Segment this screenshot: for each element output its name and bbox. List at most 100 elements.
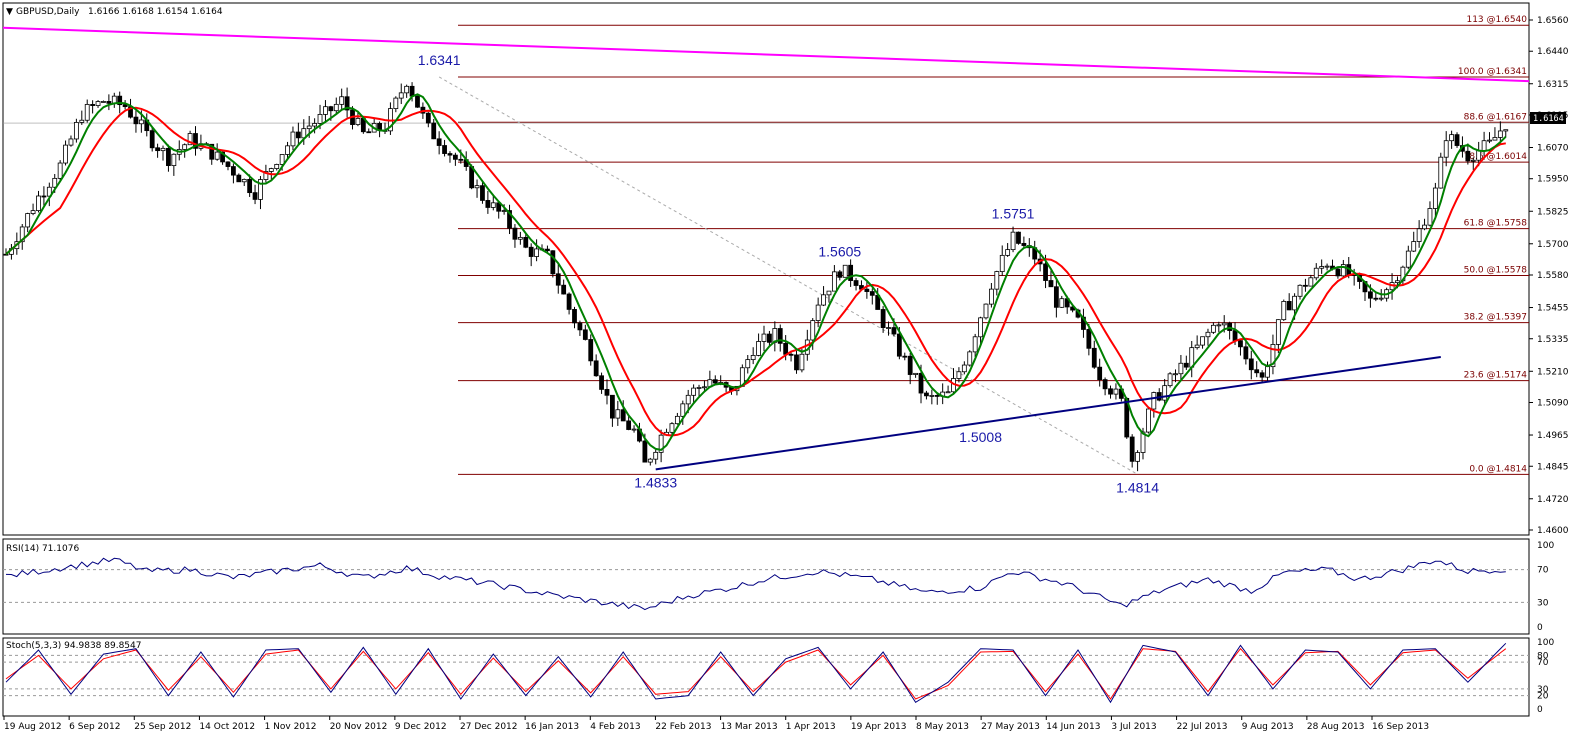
- time-axis-label: 28 Aug 2013: [1307, 722, 1365, 732]
- candle-body: [90, 104, 96, 106]
- candle-body: [84, 104, 90, 121]
- candle-body: [52, 177, 58, 188]
- time-axis-label: 13 Mar 2013: [721, 722, 778, 732]
- candle-body: [929, 395, 935, 397]
- candle-body: [490, 202, 496, 208]
- candle-body: [274, 164, 280, 169]
- candle-body: [512, 227, 518, 240]
- candle-body: [68, 138, 74, 146]
- candle-body: [1091, 347, 1097, 368]
- candle-body: [1368, 291, 1373, 299]
- candle-body: [73, 122, 79, 140]
- time-axis-label: 1 Apr 2013: [786, 722, 836, 732]
- candle-body: [404, 85, 410, 94]
- candle-body: [263, 171, 269, 180]
- candle-body: [328, 106, 334, 112]
- candle-body: [230, 166, 236, 176]
- candle-body: [572, 309, 577, 324]
- candle-body: [398, 92, 404, 99]
- candle-body: [610, 394, 615, 419]
- ohlc-readout: 1.6166 1.6168 1.6154 1.6164: [88, 7, 223, 17]
- candle-body: [821, 294, 826, 306]
- candle-body: [166, 147, 171, 167]
- candle-body: [1210, 324, 1216, 333]
- candle-body: [577, 322, 583, 331]
- stoch-axis-label: 0: [1537, 705, 1543, 715]
- rsi-panel[interactable]: [2, 538, 1530, 635]
- candle-body: [561, 284, 567, 295]
- candle-body: [431, 122, 437, 140]
- fibonacci-level-label: 78.6 @1.6014: [1464, 152, 1528, 162]
- candle-body: [1183, 362, 1189, 368]
- candle-body: [344, 96, 350, 111]
- time-axis-label: 16 Jan 2013: [525, 722, 579, 732]
- candle-body: [122, 104, 128, 108]
- fibonacci-anchor-line: [438, 76, 1138, 475]
- stoch-panel[interactable]: [2, 637, 1530, 717]
- candle-body: [528, 246, 534, 257]
- candle-body: [1487, 139, 1492, 142]
- axis-layer: 1.65601.64401.63151.61951.60701.59501.58…: [3, 16, 1569, 732]
- candle-body: [306, 125, 312, 130]
- candle-body: [696, 387, 702, 389]
- price-axis-label: 1.5335: [1537, 335, 1569, 345]
- rsi-layer: RSI(14) 71.1076: [3, 544, 1529, 611]
- fibonacci-level-label: 50.0 @1.5578: [1464, 266, 1528, 276]
- rsi-axis-label: 30: [1537, 598, 1549, 608]
- candle-body: [880, 309, 886, 329]
- candle-body: [896, 333, 902, 357]
- price-axis-label: 1.4845: [1537, 462, 1569, 472]
- candle-body: [588, 339, 594, 362]
- candle-body: [485, 200, 491, 208]
- candle-body: [268, 168, 274, 172]
- candle-body: [1422, 224, 1427, 230]
- candle-body: [1194, 344, 1200, 349]
- candle-body: [182, 144, 188, 150]
- candle-body: [983, 303, 989, 319]
- rsi-axis-label: 0: [1537, 623, 1543, 633]
- price-axis-label: 1.6070: [1537, 144, 1569, 154]
- candle-body: [236, 174, 242, 183]
- candle-body: [36, 195, 41, 212]
- candle-body: [409, 85, 415, 97]
- candle-body: [886, 327, 891, 329]
- candle-body: [501, 210, 507, 212]
- candle-body: [918, 372, 924, 394]
- time-axis-label: 6 Sep 2012: [69, 722, 120, 732]
- fibonacci-level-label: 0.0 @1.4814: [1469, 464, 1527, 474]
- candle-body: [1449, 134, 1455, 142]
- candle-body: [312, 123, 318, 127]
- price-panel[interactable]: [2, 2, 1530, 536]
- candle-body: [1216, 324, 1222, 327]
- candle-body: [333, 103, 339, 112]
- candle-body: [1438, 156, 1444, 189]
- candle-body: [691, 387, 697, 396]
- candle-body: [842, 264, 848, 278]
- candle-body: [815, 304, 821, 321]
- candle-body: [279, 154, 285, 165]
- candle-body: [523, 236, 529, 248]
- candle-body: [19, 226, 25, 243]
- candle-body: [193, 133, 198, 149]
- candle-body: [1016, 231, 1021, 244]
- candle-body: [252, 192, 258, 200]
- stoch-main-line: [5, 642, 1507, 704]
- rsi-axis-label: 70: [1537, 566, 1549, 576]
- candle-body: [258, 179, 263, 200]
- chart-menu-arrow-icon[interactable]: ▼: [6, 7, 13, 17]
- candle-body: [1248, 358, 1254, 371]
- candle-body: [1232, 330, 1238, 342]
- candle-body: [214, 151, 220, 160]
- candle-body: [425, 112, 431, 124]
- candle-body: [41, 195, 47, 198]
- candle-body: [366, 131, 372, 134]
- moving-average-red: [5, 106, 1506, 437]
- candle-body: [555, 273, 561, 286]
- swing-price-label: 1.5751: [992, 206, 1035, 222]
- price-axis-label: 1.5090: [1537, 399, 1569, 409]
- candle-body: [1303, 284, 1308, 287]
- candle-body: [972, 336, 978, 353]
- candle-body: [956, 371, 962, 379]
- candle-body: [155, 147, 161, 152]
